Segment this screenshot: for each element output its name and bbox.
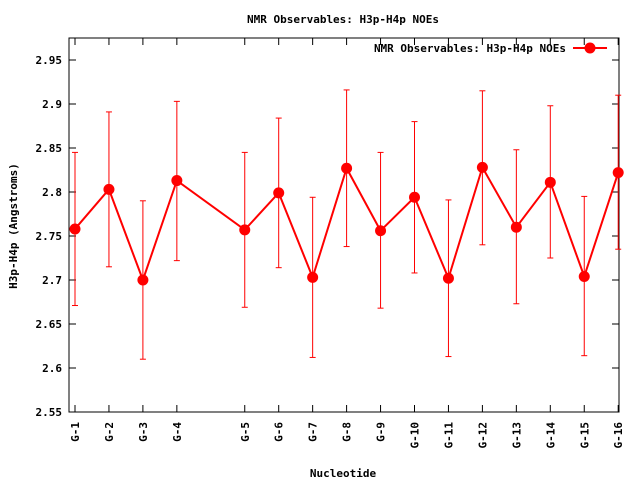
data-point — [409, 191, 420, 203]
data-point — [510, 221, 522, 233]
x-tick-label: G-6 — [273, 422, 286, 442]
y-tick-label: 2.7 — [42, 274, 62, 287]
data-point — [476, 161, 488, 173]
x-tick-label: G-13 — [510, 422, 523, 449]
data-point — [239, 224, 251, 236]
plot-frame — [68, 37, 620, 413]
x-axis-label: Nucleotide — [310, 467, 377, 480]
y-tick-label: 2.85 — [36, 142, 63, 155]
y-tick-label: 2.8 — [42, 186, 62, 199]
x-tick-label: G-5 — [239, 422, 252, 442]
y-axis-label: H3p-H4p (Angstroms) — [7, 163, 20, 289]
data-point — [137, 274, 149, 286]
series-layer — [69, 89, 624, 360]
x-tick-label: G-12 — [476, 422, 489, 449]
y-tick-label: 2.95 — [36, 54, 63, 67]
legend-marker-swatch — [584, 42, 596, 54]
data-point — [171, 175, 183, 187]
data-point — [375, 225, 387, 237]
data-point — [69, 223, 81, 235]
data-point — [307, 271, 319, 283]
x-tick-label: G-11 — [442, 422, 455, 449]
x-tick-label: G-3 — [137, 422, 150, 442]
x-tick-label: G-8 — [341, 422, 354, 442]
plot-area — [68, 37, 620, 413]
x-tick-label: G-16 — [612, 422, 625, 449]
chart-title: NMR Observables: H3p-H4p NOEs — [247, 13, 439, 26]
series-g-nucleotides — [69, 89, 624, 360]
data-point — [273, 187, 285, 199]
y-tick-label: 2.55 — [36, 406, 63, 419]
x-tick-label: G-1 — [69, 422, 82, 442]
x-tick-label: G-10 — [409, 422, 422, 449]
y-tick-label: 2.9 — [42, 98, 62, 111]
x-tick-label: G-7 — [307, 422, 320, 442]
data-point — [544, 176, 556, 188]
data-point — [578, 270, 590, 282]
y-tick-label: 2.65 — [36, 318, 63, 331]
x-tick-label: G-14 — [544, 422, 557, 449]
y-tick-label: 2.75 — [36, 230, 63, 243]
x-axis: G-1 G-2 G-3 G-4 G-5 G-6 G-7 G-8 G-9 G-10 G-11 G-12 G… — [69, 38, 625, 449]
data-point — [612, 167, 624, 179]
data-point — [442, 272, 454, 284]
series-line — [74, 164, 620, 283]
data-point — [103, 183, 115, 195]
x-tick-label: G-2 — [103, 422, 116, 442]
x-tick-label: G-4 — [171, 422, 184, 442]
x-tick-label: G-15 — [578, 422, 591, 449]
y-axis: 2.55 2.6 2.65 2.7 2.75 2.8 2.85 2.9 2.95 — [36, 54, 619, 419]
data-point — [341, 162, 353, 174]
y-tick-label: 2.6 — [42, 362, 62, 375]
legend: NMR Observables: H3p-H4p NOEs — [374, 42, 607, 55]
x-tick-label: G-9 — [375, 422, 388, 442]
legend-label: NMR Observables: H3p-H4p NOEs — [374, 42, 566, 55]
